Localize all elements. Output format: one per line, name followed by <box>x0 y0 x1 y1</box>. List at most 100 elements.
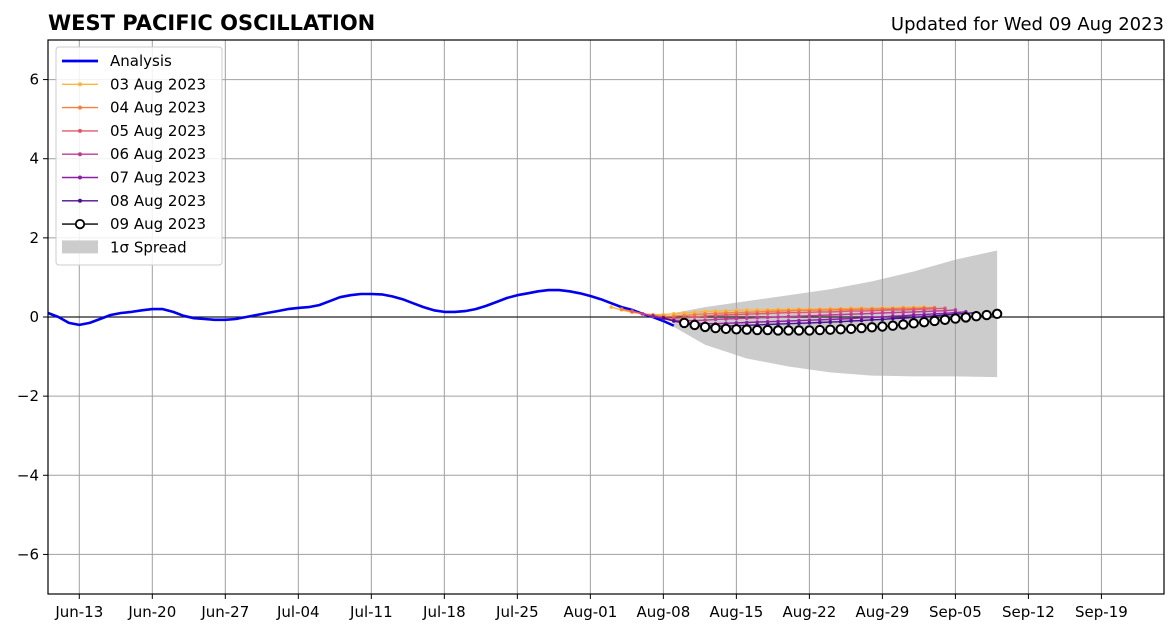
forecast-point <box>776 319 780 324</box>
legend-label: 1σ Spread <box>110 238 187 256</box>
forecast-point <box>786 310 791 315</box>
forecast-point <box>745 320 749 325</box>
legend-label: 03 Aug 2023 <box>110 75 206 93</box>
forecast-point <box>971 311 982 322</box>
forecast-point <box>901 316 906 320</box>
forecast-point <box>870 311 874 316</box>
forecast-point <box>870 308 874 313</box>
legend-marker <box>78 82 82 87</box>
forecast-point <box>786 321 791 326</box>
forecast-point <box>838 319 843 324</box>
legend-swatch <box>62 240 98 254</box>
forecast-point <box>713 317 718 322</box>
forecast-point <box>807 314 812 318</box>
forecast-point <box>922 309 926 314</box>
y-tick-label: 0 <box>29 308 39 326</box>
x-tick-label: Aug-22 <box>782 603 836 621</box>
legend-label: 08 Aug 2023 <box>110 192 206 210</box>
forecast-point <box>762 324 773 336</box>
forecast-point <box>981 309 992 321</box>
plot-area: Jun-13 Jun-20 Jun-27 Jul-04 Jul-11 Jul-18 Jul-… <box>17 39 1165 621</box>
forecast-point <box>699 321 711 333</box>
forecast-point <box>828 317 833 322</box>
forecast-point <box>689 319 700 331</box>
forecast-point <box>793 325 805 336</box>
x-tick-label: Jun-20 <box>127 603 176 621</box>
forecast-point <box>786 319 791 323</box>
forecast-point <box>898 319 909 330</box>
forecast-point <box>880 317 885 322</box>
legend-label: Analysis <box>110 52 172 70</box>
forecast-point <box>838 312 843 317</box>
y-tick-label: −6 <box>17 545 39 563</box>
forecast-point <box>651 314 655 318</box>
forecast-point <box>807 310 812 315</box>
forecast-point <box>734 312 739 317</box>
forecast-point <box>609 305 614 309</box>
x-tick-label: Jul-04 <box>276 603 320 621</box>
forecast-point <box>804 325 815 336</box>
x-tick-label: Jun-27 <box>200 603 249 621</box>
forecast-point <box>755 312 760 316</box>
forecast-point <box>731 324 742 335</box>
legend-marker <box>78 175 82 180</box>
legend: Analysis 03 Aug 2023 04 Aug 2023 05 Aug 202… <box>55 46 223 266</box>
legend-label: 09 Aug 2023 <box>110 215 206 233</box>
x-tick-label: Jul-11 <box>349 603 393 621</box>
x-tick-label: Sep-05 <box>929 603 982 621</box>
x-tick-label: Aug-01 <box>563 603 617 621</box>
legend-marker <box>78 198 82 203</box>
forecast-point <box>745 312 749 317</box>
x-tick-label: Aug-08 <box>636 603 690 621</box>
forecast-point <box>849 312 853 317</box>
forecast-point <box>640 312 645 316</box>
forecast-point <box>845 323 857 335</box>
x-tick-label: Jun-13 <box>54 603 103 621</box>
forecast-point <box>825 324 836 335</box>
x-tick-label: Aug-15 <box>709 603 763 621</box>
forecast-point <box>960 312 972 323</box>
forecast-point <box>828 320 833 324</box>
legend-marker <box>78 152 82 157</box>
forecast-point <box>943 308 947 313</box>
forecast-point <box>679 317 690 329</box>
forecast-point <box>849 319 853 323</box>
forecast-point <box>908 318 919 329</box>
forecast-point <box>859 315 864 320</box>
series-analysis <box>47 288 675 327</box>
forecast-point <box>720 323 732 335</box>
forecast-point <box>818 320 822 325</box>
forecast-point <box>703 314 707 319</box>
legend-label: 07 Aug 2023 <box>110 169 206 187</box>
legend-label: 06 Aug 2023 <box>110 145 206 163</box>
forecast-point <box>950 313 961 324</box>
forecast-point <box>692 315 697 319</box>
forecast-point <box>807 318 812 322</box>
forecast-point <box>776 322 780 326</box>
forecast-point <box>772 325 784 336</box>
spread-band <box>673 250 998 378</box>
legend-label: 05 Aug 2023 <box>110 122 206 140</box>
series-09-aug-2023 <box>679 308 1003 336</box>
forecast-point <box>859 312 864 316</box>
forecast-point <box>724 313 728 317</box>
forecast-point <box>939 314 951 325</box>
forecast-point <box>734 321 739 325</box>
legend-marker <box>78 105 82 110</box>
forecast-point <box>991 308 1003 320</box>
forecast-point <box>859 318 864 323</box>
forecast-point <box>797 318 801 323</box>
legend-box <box>55 46 223 266</box>
forecast-point <box>859 309 864 313</box>
forecast-point <box>814 324 826 336</box>
forecast-point <box>755 315 760 320</box>
legend-marker <box>74 219 86 230</box>
forecast-point <box>630 309 634 313</box>
forecast-point <box>891 308 895 312</box>
forecast-point <box>818 317 822 322</box>
forecast-point <box>918 316 930 328</box>
forecast-point <box>953 308 958 312</box>
x-tick-label: Sep-19 <box>1075 603 1128 621</box>
forecast-point <box>877 321 888 332</box>
